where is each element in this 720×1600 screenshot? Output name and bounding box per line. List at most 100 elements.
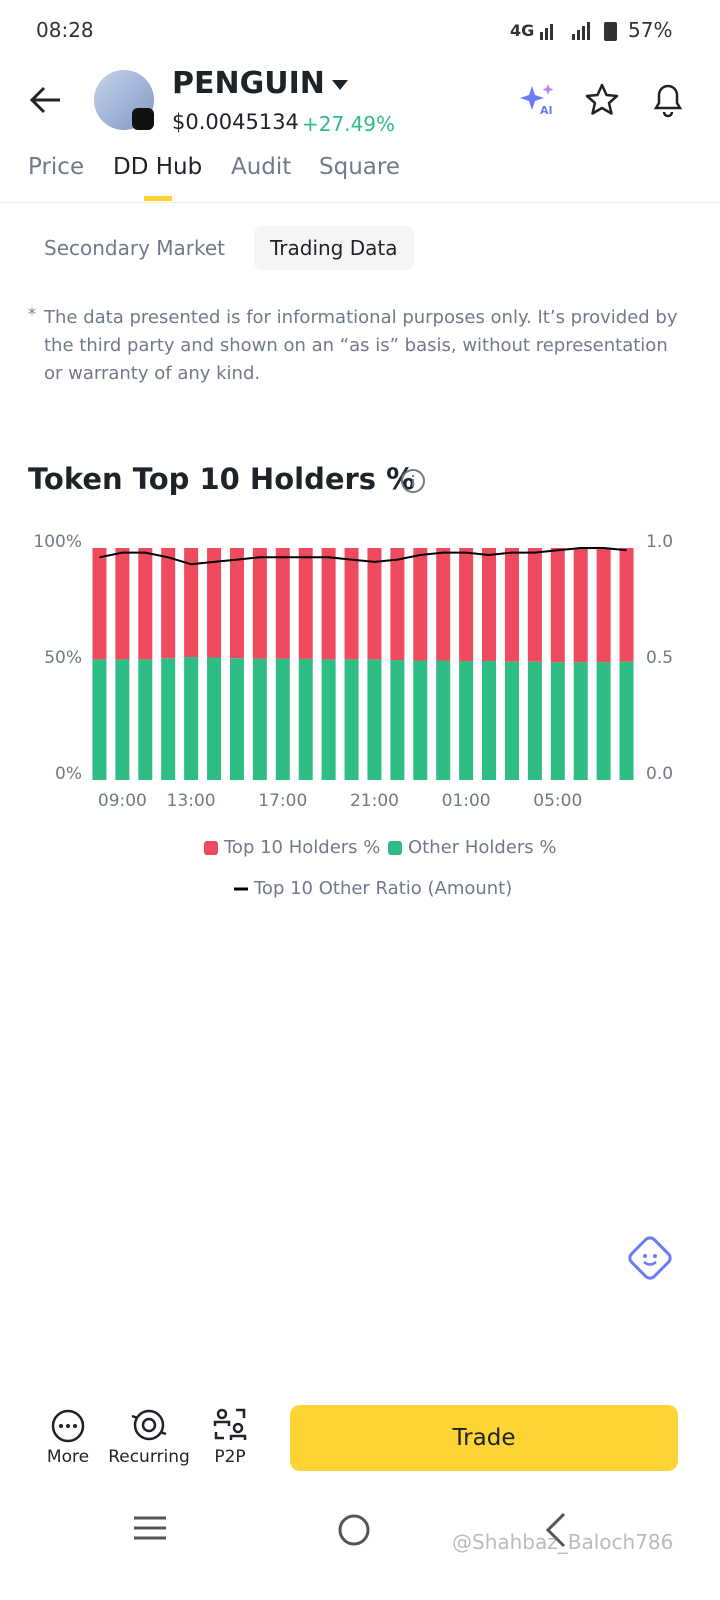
bar (207, 548, 222, 658)
bar (413, 660, 428, 780)
y-tick-label: 50% (44, 648, 82, 668)
bar (252, 548, 267, 659)
bar (504, 548, 519, 662)
tab[interactable]: DD Hub (113, 154, 203, 180)
y-tick-label: 0% (55, 764, 82, 784)
y-tick-label: 100% (33, 532, 82, 552)
bar (92, 659, 107, 780)
watermark: @Shahbaz_Baloch786 (452, 1530, 674, 1554)
info-icon[interactable] (400, 468, 426, 494)
nav-home[interactable] (334, 1510, 374, 1550)
chain-badge (132, 108, 154, 130)
tab[interactable]: Square (319, 154, 400, 180)
recurring-label[interactable]: Recurring (108, 1447, 190, 1467)
chart-title: Token Top 10 Holders % (28, 462, 416, 496)
bar (115, 659, 130, 780)
x-tick-label: 05:00 (533, 791, 582, 811)
bar (390, 660, 405, 780)
divider (0, 202, 720, 203)
legend-label: Top 10 Other Ratio (Amount) (253, 878, 512, 899)
alert-button[interactable] (650, 80, 686, 120)
status-battery: 57% (628, 18, 673, 42)
bar (413, 548, 428, 661)
bar (321, 548, 336, 660)
assistant-button[interactable] (626, 1234, 674, 1282)
legend-swatch (388, 841, 402, 855)
more-label[interactable]: More (46, 1447, 90, 1467)
bar (436, 548, 451, 661)
bar (115, 548, 130, 660)
nav-menu[interactable] (130, 1510, 170, 1546)
bar (207, 657, 222, 780)
bar (275, 658, 290, 780)
bar (92, 548, 107, 660)
line (99, 547, 627, 566)
ai-icon[interactable] (518, 82, 558, 118)
ai-label: AI (540, 104, 553, 117)
sub-tab[interactable]: Trading Data (254, 226, 414, 270)
bar (138, 548, 153, 660)
disclaimer: The data presented is for informational … (44, 307, 678, 384)
y2-tick-label: 1.0 (646, 532, 673, 552)
price-change: +27.49% (302, 112, 396, 136)
x-tick-label: 17:00 (258, 791, 307, 811)
bar (436, 660, 451, 780)
chart: 0% 50% 100% 0.0 0.5 1.0 09:00 13:00 17:00 21:00 01… (33, 532, 673, 899)
bar (229, 658, 244, 780)
bar (298, 658, 313, 780)
bar (550, 548, 565, 663)
trade-button[interactable]: Trade (290, 1405, 678, 1471)
bar (482, 660, 497, 780)
recurring-icon[interactable] (130, 1406, 168, 1444)
p2p-label[interactable]: P2P (214, 1447, 246, 1467)
bar (390, 548, 405, 661)
legend-swatch (204, 841, 218, 855)
tab-indicator (144, 196, 172, 201)
dropdown-arrow[interactable] (330, 78, 350, 92)
more-icon[interactable] (50, 1408, 86, 1444)
bar (573, 548, 588, 663)
bar (138, 659, 153, 780)
bar (161, 548, 176, 659)
sub-tab[interactable]: Secondary Market (44, 236, 226, 260)
bar (184, 657, 199, 780)
y2-tick-label: 0.0 (646, 764, 673, 784)
status-icons (540, 22, 617, 41)
status-time: 08:28 (36, 18, 94, 42)
bar (229, 548, 244, 659)
nav-back[interactable] (540, 1510, 570, 1550)
bar (321, 659, 336, 780)
status-network: 4G (510, 21, 535, 40)
bar (527, 548, 542, 662)
x-tick-label: 09:00 (98, 791, 147, 811)
bar (275, 548, 290, 659)
bar (344, 659, 359, 780)
token-name[interactable]: PENGUIN (172, 66, 325, 101)
x-tick-label: 01:00 (442, 791, 491, 811)
bar (504, 661, 519, 780)
tab[interactable]: Price (28, 154, 85, 180)
bar (573, 662, 588, 780)
disclaimer-mark: * (28, 304, 36, 323)
p2p-icon[interactable] (212, 1406, 248, 1442)
back-button[interactable] (28, 84, 64, 116)
bar (596, 548, 611, 663)
bar (252, 658, 267, 780)
legend-label: Top 10 Holders % (223, 837, 380, 858)
bar (367, 659, 382, 780)
bar (344, 548, 359, 660)
bar (459, 548, 474, 661)
token-price: $0.0045134 (172, 110, 299, 134)
x-tick-label: 13:00 (167, 791, 216, 811)
bar (596, 662, 611, 780)
bar (550, 662, 565, 780)
bar (527, 661, 542, 780)
x-tick-label: 21:00 (350, 791, 399, 811)
bar (459, 660, 474, 780)
favorite-button[interactable] (584, 82, 620, 118)
y2-tick-label: 0.5 (646, 648, 673, 668)
legend-swatch (234, 887, 248, 891)
bar (367, 548, 382, 660)
bar (482, 548, 497, 661)
tab[interactable]: Audit (231, 154, 292, 180)
